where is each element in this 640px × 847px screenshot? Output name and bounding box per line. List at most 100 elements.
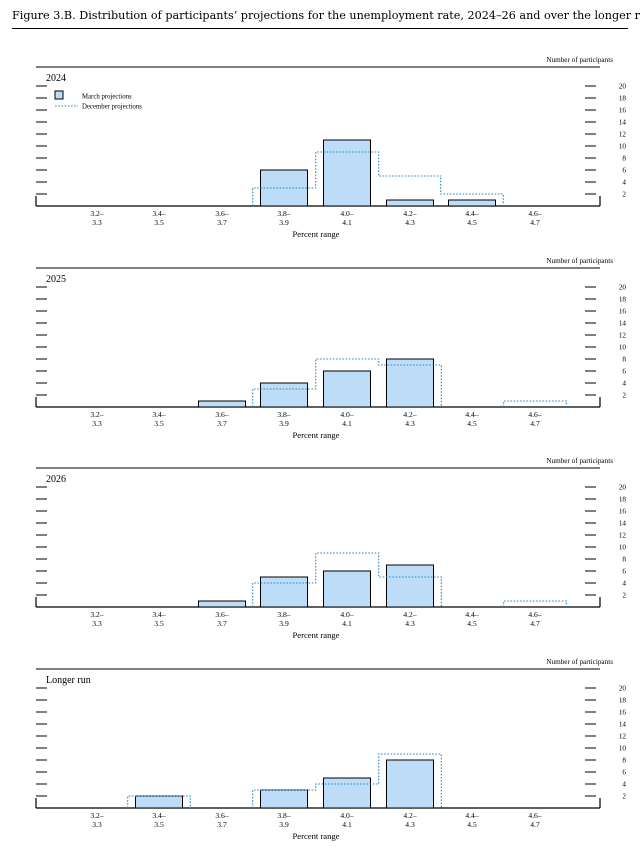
x-tick-label-bottom: 3.3 [92, 820, 102, 829]
y-tick-label: 14 [619, 721, 627, 729]
x-tick-label-top: 4.4– [465, 811, 478, 820]
y-tick-label: 12 [619, 532, 627, 540]
x-tick-label-bottom: 3.3 [92, 218, 102, 227]
x-tick-label-bottom: 3.7 [217, 218, 227, 227]
y-tick-label: 6 [622, 167, 626, 175]
y-tick-label: 16 [619, 709, 627, 717]
x-tick-label-bottom: 4.5 [467, 218, 477, 227]
y-tick-label: 16 [619, 308, 627, 316]
panel-title: Longer run [46, 675, 91, 686]
march-bar [323, 139, 371, 207]
march-bar [198, 600, 246, 608]
x-tick-label-bottom: 4.5 [467, 820, 477, 829]
march-bar [386, 358, 434, 408]
legend-swatch-march [54, 90, 64, 100]
y-tick-label: 8 [622, 556, 626, 564]
y-axis-label: Number of participants [546, 257, 613, 265]
x-tick-label-top: 3.4– [152, 410, 165, 419]
x-tick-label-bottom: 3.9 [279, 619, 289, 628]
x-tick-label-top: 3.8– [277, 811, 290, 820]
y-tick-label: 4 [622, 380, 626, 388]
y-tick-label: 18 [619, 697, 627, 705]
y-tick-label: 18 [619, 95, 627, 103]
y-tick-label: 20 [619, 484, 627, 492]
march-bar [260, 382, 308, 408]
march-bar [386, 759, 434, 809]
y-tick-label: 20 [619, 83, 627, 91]
x-tick-label-bottom: 3.5 [154, 820, 164, 829]
panel-title: 2026 [46, 474, 66, 485]
y-tick-label: 10 [619, 143, 627, 151]
y-tick-label: 4 [622, 580, 626, 588]
x-tick-label-top: 3.2– [90, 811, 103, 820]
x-tick-label-bottom: 4.1 [342, 619, 352, 628]
x-tick-label-bottom: 3.7 [217, 619, 227, 628]
y-tick-label: 16 [619, 508, 627, 516]
x-tick-label-bottom: 3.9 [279, 218, 289, 227]
x-tick-label-top: 4.0– [340, 209, 353, 218]
x-tick-label-top: 3.4– [152, 209, 165, 218]
panel-title: 2025 [46, 274, 66, 285]
y-tick-label: 8 [622, 757, 626, 765]
y-tick-label: 18 [619, 296, 627, 304]
y-tick-label: 14 [619, 520, 627, 528]
x-tick-label-bottom: 4.1 [342, 820, 352, 829]
y-tick-label: 12 [619, 131, 627, 139]
x-tick-label-top: 4.2– [403, 811, 416, 820]
y-tick-label: 6 [622, 769, 626, 777]
march-bar [323, 370, 371, 408]
march-bar [386, 199, 434, 207]
y-tick-label: 18 [619, 496, 627, 504]
x-axis-label: Percent range [292, 430, 339, 440]
december-step-outline [252, 151, 504, 206]
y-axis-label: Number of participants [546, 658, 613, 666]
march-bar [198, 400, 246, 408]
y-tick-label: 10 [619, 745, 627, 753]
title-rule [12, 28, 628, 29]
x-tick-label-bottom: 4.7 [530, 619, 540, 628]
x-tick-label-bottom: 3.5 [154, 619, 164, 628]
y-tick-label: 8 [622, 356, 626, 364]
x-tick-label-bottom: 4.3 [405, 419, 415, 428]
x-tick-label-bottom: 3.9 [279, 820, 289, 829]
december-step-outline [252, 552, 567, 607]
y-tick-label: 2 [622, 392, 626, 400]
x-tick-label-top: 3.8– [277, 209, 290, 218]
y-tick-label: 4 [622, 781, 626, 789]
x-tick-label-top: 3.6– [215, 610, 228, 619]
december-step-outline [252, 358, 567, 407]
y-tick-label: 16 [619, 107, 627, 115]
y-axis-label: Number of participants [546, 56, 613, 64]
x-axis-label: Percent range [292, 630, 339, 640]
x-tick-label-bottom: 3.5 [154, 419, 164, 428]
x-tick-label-bottom: 4.3 [405, 619, 415, 628]
y-tick-label: 8 [622, 155, 626, 163]
figure-title: Figure 3.B. Distribution of participants… [12, 9, 640, 22]
x-tick-label-bottom: 4.1 [342, 218, 352, 227]
x-tick-label-top: 4.4– [465, 410, 478, 419]
x-tick-label-bottom: 4.3 [405, 218, 415, 227]
x-tick-label-top: 4.0– [340, 610, 353, 619]
y-tick-label: 6 [622, 368, 626, 376]
y-tick-label: 6 [622, 568, 626, 576]
y-tick-label: 10 [619, 544, 627, 552]
x-tick-label-top: 4.6– [528, 209, 541, 218]
march-bar [135, 795, 183, 809]
x-tick-label-bottom: 4.7 [530, 218, 540, 227]
x-tick-label-top: 3.4– [152, 811, 165, 820]
march-bar [260, 576, 308, 608]
y-tick-label: 10 [619, 344, 627, 352]
x-tick-label-top: 4.0– [340, 410, 353, 419]
x-tick-label-top: 3.2– [90, 610, 103, 619]
y-tick-label: 12 [619, 733, 627, 741]
y-tick-label: 14 [619, 320, 627, 328]
x-tick-label-bottom: 3.3 [92, 619, 102, 628]
y-axis-label: Number of participants [546, 457, 613, 465]
x-tick-label-top: 3.6– [215, 209, 228, 218]
x-tick-label-top: 4.2– [403, 410, 416, 419]
x-tick-label-top: 3.2– [90, 410, 103, 419]
x-tick-label-bottom: 3.7 [217, 419, 227, 428]
x-tick-label-top: 4.2– [403, 610, 416, 619]
x-tick-label-bottom: 4.7 [530, 820, 540, 829]
